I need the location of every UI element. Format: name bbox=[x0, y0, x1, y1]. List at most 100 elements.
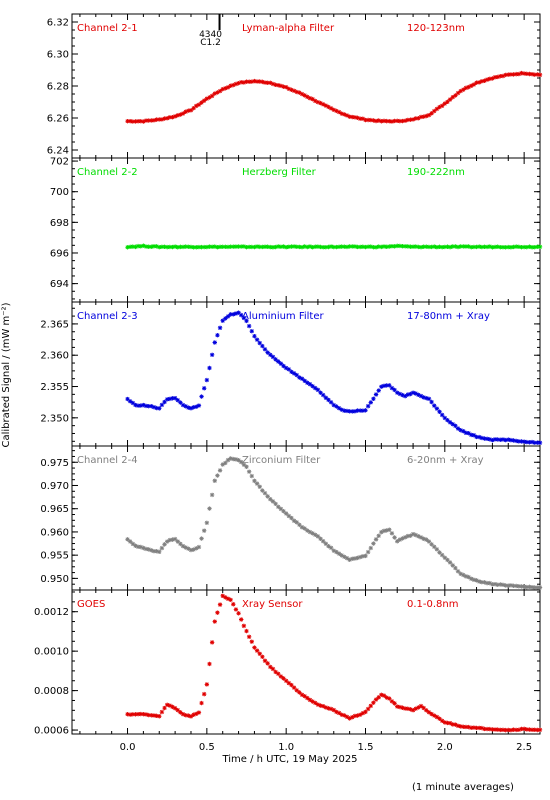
data-point bbox=[469, 576, 474, 581]
data-point bbox=[482, 726, 487, 732]
data-point bbox=[474, 434, 479, 440]
data-point bbox=[262, 490, 268, 496]
data-point bbox=[490, 245, 495, 250]
data-point bbox=[328, 244, 334, 249]
data-point bbox=[492, 437, 498, 442]
data-point bbox=[212, 478, 217, 483]
data-point bbox=[239, 617, 244, 622]
data-point bbox=[516, 439, 522, 444]
data-point bbox=[143, 546, 149, 552]
data-point bbox=[313, 532, 318, 538]
data-point bbox=[202, 98, 207, 103]
data-point bbox=[439, 552, 445, 558]
data-point bbox=[437, 409, 442, 414]
x-axis-label: Time / h UTC, 19 May 2025 bbox=[221, 754, 357, 765]
data-point bbox=[368, 703, 373, 709]
data-point bbox=[498, 727, 503, 733]
flare-marker-number: 4340 bbox=[199, 30, 222, 40]
y-tick-label: 0.960 bbox=[40, 527, 69, 538]
data-point bbox=[450, 563, 455, 568]
data-point bbox=[159, 117, 165, 122]
data-point bbox=[241, 244, 247, 249]
data-point bbox=[476, 725, 482, 731]
channel-label: Channel 2-1 bbox=[77, 23, 138, 34]
data-point bbox=[305, 528, 310, 533]
data-point bbox=[421, 395, 426, 400]
data-point bbox=[453, 565, 458, 571]
data-point bbox=[410, 390, 416, 395]
data-point bbox=[474, 80, 479, 85]
data-point bbox=[138, 403, 143, 408]
data-point bbox=[215, 333, 220, 338]
data-point bbox=[368, 545, 373, 551]
data-point bbox=[307, 529, 313, 535]
data-point bbox=[511, 583, 516, 589]
data-point bbox=[527, 71, 532, 77]
data-point bbox=[458, 427, 463, 433]
data-point bbox=[424, 708, 429, 713]
data-point bbox=[223, 460, 228, 466]
data-point bbox=[236, 80, 241, 86]
data-point bbox=[392, 535, 397, 540]
data-point bbox=[202, 386, 207, 391]
data-point bbox=[149, 244, 154, 249]
data-point bbox=[450, 422, 455, 427]
data-point bbox=[442, 244, 448, 250]
data-point bbox=[410, 244, 416, 249]
data-point bbox=[344, 244, 350, 250]
data-point bbox=[392, 118, 397, 124]
data-point bbox=[320, 102, 326, 107]
data-point bbox=[162, 399, 167, 405]
data-point bbox=[476, 434, 482, 440]
data-point bbox=[281, 508, 286, 514]
data-point bbox=[519, 584, 524, 589]
data-point bbox=[196, 102, 202, 107]
data-point bbox=[225, 314, 231, 319]
data-point bbox=[503, 727, 508, 733]
data-point bbox=[223, 595, 228, 600]
data-point bbox=[358, 408, 363, 413]
data-point bbox=[466, 724, 471, 730]
data-point bbox=[281, 676, 286, 681]
data-point bbox=[442, 415, 448, 421]
data-point bbox=[413, 532, 418, 538]
data-point bbox=[278, 83, 284, 89]
data-point bbox=[358, 554, 363, 560]
data-point bbox=[342, 408, 347, 413]
data-point bbox=[215, 245, 220, 250]
y-tick-label: 0.0010 bbox=[34, 647, 69, 658]
data-point bbox=[141, 711, 146, 717]
data-point bbox=[157, 714, 162, 719]
data-point bbox=[146, 244, 151, 249]
data-point bbox=[268, 80, 273, 86]
data-point bbox=[418, 114, 424, 120]
y-tick-label: 0.965 bbox=[40, 504, 69, 515]
data-point bbox=[514, 71, 519, 77]
data-point bbox=[418, 244, 424, 250]
data-point bbox=[318, 390, 323, 395]
data-point bbox=[262, 658, 268, 663]
data-point bbox=[133, 244, 138, 250]
data-point bbox=[164, 539, 170, 544]
data-point bbox=[447, 244, 453, 250]
data-point bbox=[479, 435, 485, 441]
channel-label: Channel 2-4 bbox=[77, 455, 138, 466]
data-point bbox=[532, 72, 537, 77]
data-point bbox=[291, 244, 297, 249]
flare-marker-class: C1.2 bbox=[200, 38, 221, 48]
data-point bbox=[416, 534, 421, 539]
data-point bbox=[521, 439, 527, 444]
data-point bbox=[339, 553, 344, 558]
data-point bbox=[508, 727, 514, 733]
data-point bbox=[498, 437, 503, 443]
data-point bbox=[141, 402, 146, 408]
data-point bbox=[254, 244, 260, 249]
data-point bbox=[246, 244, 252, 250]
data-point bbox=[405, 392, 410, 397]
data-point bbox=[233, 244, 239, 249]
data-point bbox=[363, 408, 368, 413]
data-point bbox=[521, 584, 527, 589]
data-point bbox=[371, 541, 376, 546]
data-point bbox=[514, 583, 519, 589]
data-point bbox=[476, 244, 482, 249]
